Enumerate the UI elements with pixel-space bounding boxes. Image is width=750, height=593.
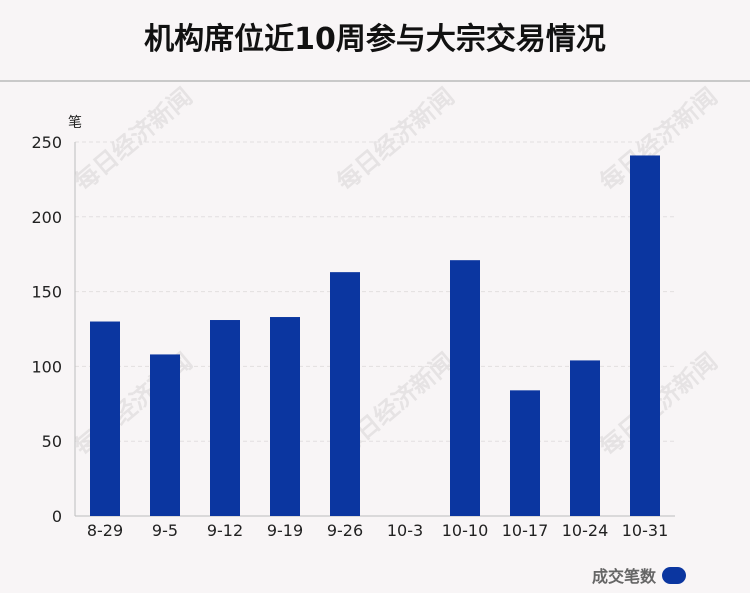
- y-tick-label: 250: [31, 133, 62, 152]
- x-tick-label: 10-17: [502, 521, 549, 540]
- x-tick-label: 10-24: [562, 521, 609, 540]
- chart-title: 机构席位近10周参与大宗交易情况: [144, 22, 606, 57]
- x-tick-label: 9-19: [267, 521, 303, 540]
- x-tick-label: 10-3: [387, 521, 423, 540]
- y-tick-label: 100: [31, 357, 62, 376]
- x-tick-label: 10-31: [622, 521, 669, 540]
- bar: [330, 272, 360, 516]
- bar: [270, 317, 300, 516]
- legend-swatch: [662, 566, 686, 584]
- x-tick-label: 8-29: [87, 521, 123, 540]
- legend: 成交笔数: [592, 563, 686, 587]
- y-axis-unit: 笔: [68, 115, 82, 131]
- y-tick-label: 200: [31, 208, 62, 227]
- y-tick-label: 50: [42, 432, 62, 451]
- bar: [150, 354, 180, 516]
- bar: [210, 320, 240, 516]
- bar: [510, 390, 540, 516]
- y-tick-label: 0: [52, 507, 62, 526]
- x-tick-label: 10-10: [442, 521, 489, 540]
- x-tick-label: 9-12: [207, 521, 243, 540]
- bar: [90, 321, 120, 516]
- x-tick-label: 9-5: [152, 521, 178, 540]
- y-tick-label: 150: [31, 283, 62, 302]
- legend-label: 成交笔数: [591, 567, 656, 586]
- title-divider: [0, 80, 750, 82]
- bar: [570, 360, 600, 516]
- bar: [450, 260, 480, 516]
- bar: [630, 155, 660, 517]
- x-tick-label: 9-26: [327, 521, 363, 540]
